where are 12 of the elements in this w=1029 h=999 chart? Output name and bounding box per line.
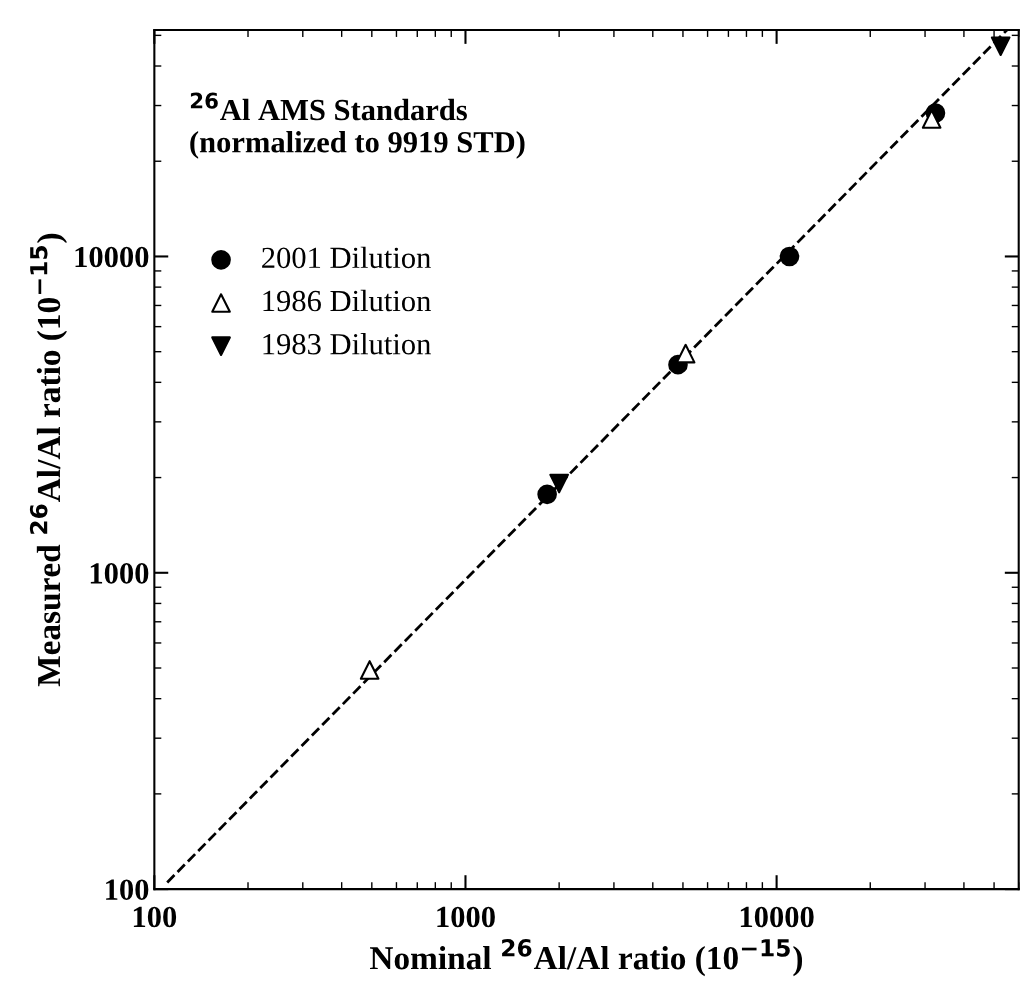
legend-label: 2001 Dilution bbox=[262, 246, 431, 269]
x-tick-label: 100 bbox=[133, 906, 177, 928]
y-tick-label: 1000 bbox=[90, 563, 149, 584]
annotation: $^{26}$Al AMS Standards (normalized to 9919 STD) bbox=[190, 92, 525, 159]
y-axis-title: Measured $^{26}$Al/Al ratio (10$^{−15}$) bbox=[29, 233, 68, 687]
x-axis-title: Nominal $^{26}$Al/Al ratio (10$^{−15}$) bbox=[370, 939, 803, 977]
legend-label: 1983 Dilution bbox=[263, 333, 431, 355]
x-tick-label: 1000 bbox=[437, 906, 495, 928]
y-tick-label: 10000 bbox=[75, 246, 149, 268]
legend-label: 1986 Dilution bbox=[263, 289, 431, 312]
y-tick-label: 100 bbox=[106, 879, 149, 901]
x-tick-label: 10000 bbox=[740, 906, 814, 928]
